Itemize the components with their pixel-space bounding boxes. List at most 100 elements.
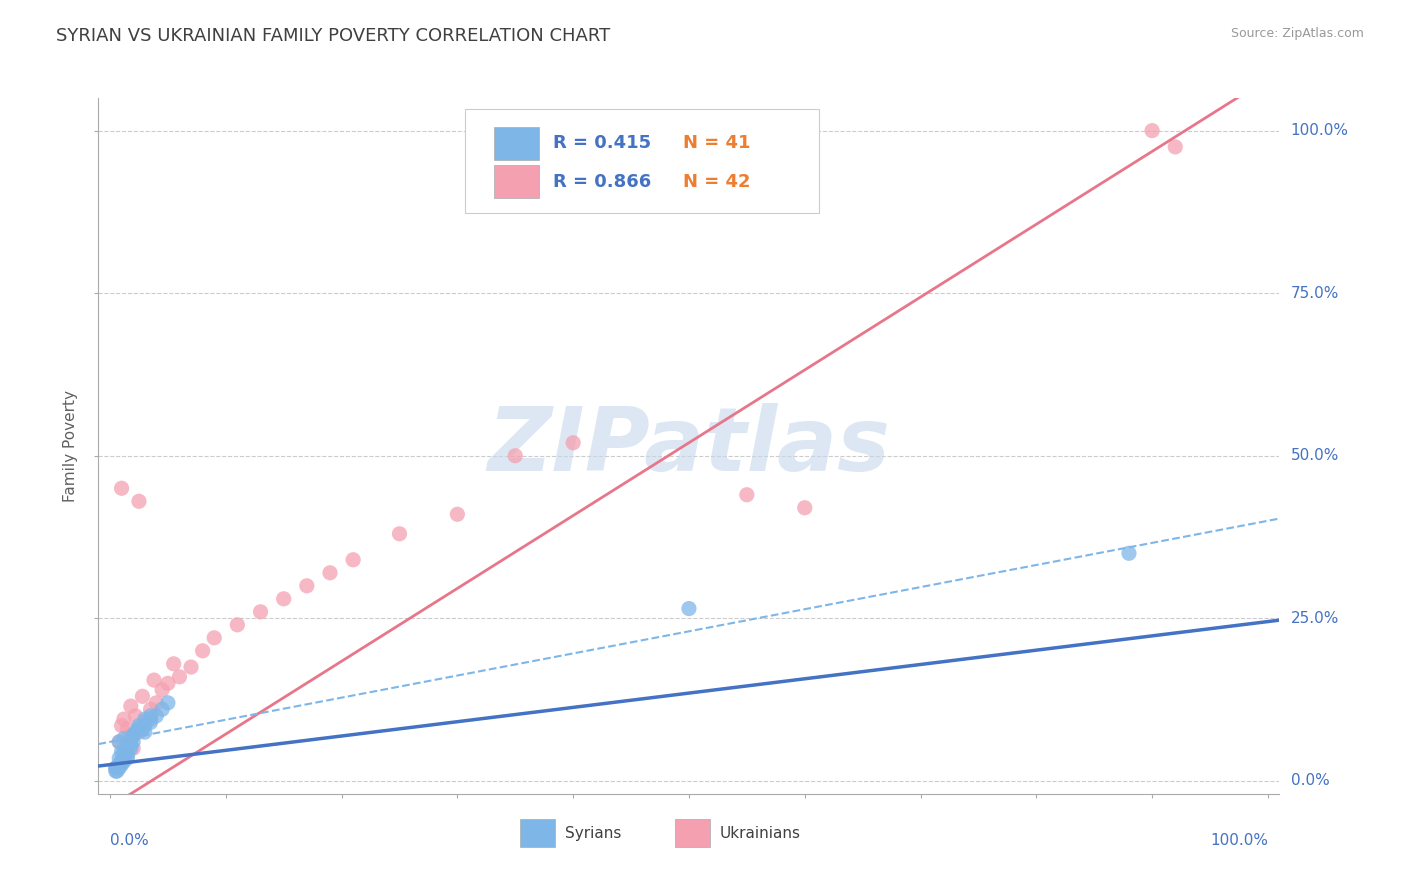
Text: N = 42: N = 42 xyxy=(683,173,751,191)
Point xyxy=(1118,546,1140,560)
Point xyxy=(1164,140,1187,154)
Point xyxy=(122,741,145,756)
Point xyxy=(110,755,132,769)
Point xyxy=(134,718,156,732)
Point xyxy=(226,617,249,632)
Point xyxy=(117,747,139,762)
Point xyxy=(105,764,128,778)
Point xyxy=(139,709,162,723)
Point xyxy=(117,722,139,736)
Point xyxy=(108,757,131,772)
Point xyxy=(120,728,142,742)
Point xyxy=(134,725,156,739)
Point xyxy=(124,709,146,723)
Point xyxy=(134,712,156,726)
Point xyxy=(104,764,127,778)
Text: 25.0%: 25.0% xyxy=(1291,611,1339,626)
Point xyxy=(104,761,127,775)
Point xyxy=(122,735,145,749)
Point xyxy=(145,696,167,710)
Point xyxy=(128,718,150,732)
Point xyxy=(191,644,214,658)
Point xyxy=(163,657,186,671)
Text: Source: ZipAtlas.com: Source: ZipAtlas.com xyxy=(1230,27,1364,40)
Bar xyxy=(494,127,538,160)
Text: N = 41: N = 41 xyxy=(683,135,751,153)
Point xyxy=(735,488,758,502)
Point xyxy=(180,660,202,674)
Point xyxy=(150,702,173,716)
Point xyxy=(108,757,131,772)
Point xyxy=(128,725,150,739)
Point xyxy=(117,738,139,752)
Point xyxy=(112,747,135,762)
Point xyxy=(562,435,585,450)
Point xyxy=(122,728,145,742)
Point xyxy=(128,722,150,736)
Point xyxy=(156,676,179,690)
Point xyxy=(156,696,179,710)
Point xyxy=(110,755,132,769)
Point xyxy=(117,747,139,762)
Point xyxy=(150,682,173,697)
Text: R = 0.866: R = 0.866 xyxy=(553,173,651,191)
Point xyxy=(134,715,156,730)
Point xyxy=(319,566,342,580)
Point xyxy=(145,709,167,723)
Y-axis label: Family Poverty: Family Poverty xyxy=(63,390,79,502)
Point xyxy=(342,553,364,567)
Point xyxy=(110,745,132,759)
Point xyxy=(139,712,162,726)
Point xyxy=(112,731,135,746)
Point xyxy=(108,761,131,775)
Point xyxy=(131,690,153,704)
Point xyxy=(202,631,225,645)
Point xyxy=(273,591,295,606)
Point xyxy=(110,755,132,769)
Point xyxy=(110,718,132,732)
Point xyxy=(108,735,131,749)
Point xyxy=(117,751,139,765)
Text: 100.0%: 100.0% xyxy=(1211,833,1268,847)
Text: 100.0%: 100.0% xyxy=(1291,123,1348,138)
Point xyxy=(112,751,135,765)
Point xyxy=(139,715,162,730)
Bar xyxy=(494,165,538,198)
Point xyxy=(112,755,135,769)
Point xyxy=(793,500,815,515)
Point xyxy=(131,722,153,736)
Point xyxy=(128,494,150,508)
Point xyxy=(388,526,411,541)
Text: 0.0%: 0.0% xyxy=(1291,773,1329,789)
FancyBboxPatch shape xyxy=(464,109,818,213)
Point xyxy=(249,605,271,619)
Point xyxy=(503,449,526,463)
Point xyxy=(108,751,131,765)
Text: 0.0%: 0.0% xyxy=(110,833,149,847)
Point xyxy=(295,579,318,593)
Point xyxy=(110,481,132,495)
Point xyxy=(124,725,146,739)
Point xyxy=(120,738,142,752)
Text: ZIPatlas: ZIPatlas xyxy=(488,402,890,490)
Point xyxy=(110,757,132,772)
Point xyxy=(169,670,191,684)
Point xyxy=(104,761,127,775)
Point xyxy=(122,728,145,742)
Text: 75.0%: 75.0% xyxy=(1291,285,1339,301)
Point xyxy=(1140,123,1163,137)
Text: Syrians: Syrians xyxy=(565,826,621,840)
Point xyxy=(108,735,131,749)
Point xyxy=(117,738,139,752)
Point xyxy=(128,722,150,736)
Point xyxy=(120,699,142,714)
Point xyxy=(139,702,162,716)
Point xyxy=(678,601,700,615)
Point xyxy=(112,745,135,759)
Text: R = 0.415: R = 0.415 xyxy=(553,135,651,153)
Point xyxy=(112,712,135,726)
Point xyxy=(446,508,468,522)
Text: 50.0%: 50.0% xyxy=(1291,449,1339,463)
Text: Ukrainians: Ukrainians xyxy=(720,826,801,840)
Point xyxy=(143,673,166,687)
